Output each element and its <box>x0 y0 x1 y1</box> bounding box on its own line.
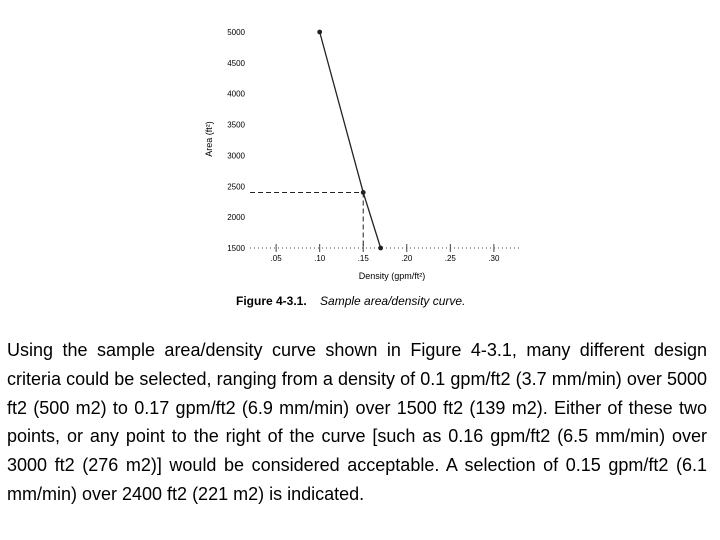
y-tick-label: 5000 <box>227 28 245 37</box>
data-point <box>378 245 384 251</box>
x-axis-label: Density (gpm/ft²) <box>359 271 426 281</box>
data-point <box>317 29 323 35</box>
x-tick-label: .30 <box>488 254 500 263</box>
y-tick-label: 1500 <box>227 244 245 253</box>
figure-caption: Figure 4-3.1. Sample area/density curve. <box>236 294 465 308</box>
y-tick-label: 3500 <box>227 121 245 130</box>
y-tick-label: 2000 <box>227 213 245 222</box>
figure-title: Sample area/density curve. <box>320 294 466 308</box>
data-point <box>360 190 366 195</box>
y-tick-label: 3000 <box>227 151 245 160</box>
y-axis-label: Area (ft²) <box>204 121 214 157</box>
y-tick-label: 4000 <box>227 90 245 99</box>
figure-number: Figure 4-3.1. <box>236 294 307 308</box>
y-tick-label: 4500 <box>227 59 245 68</box>
area-density-curve <box>319 31 382 249</box>
explanation-paragraph: Using the sample area/density curve show… <box>7 340 707 504</box>
x-tick-label: .10 <box>314 254 326 263</box>
y-tick-label: 2500 <box>227 182 245 191</box>
x-tick-label: .15 <box>358 254 370 263</box>
x-tick-label: .05 <box>271 254 283 263</box>
area-density-chart: Area (ft²) Density (gpm/ft²) 1500 2000 250… <box>204 28 520 281</box>
x-tick-label: .25 <box>445 254 457 263</box>
x-tick-label: .20 <box>401 254 413 263</box>
